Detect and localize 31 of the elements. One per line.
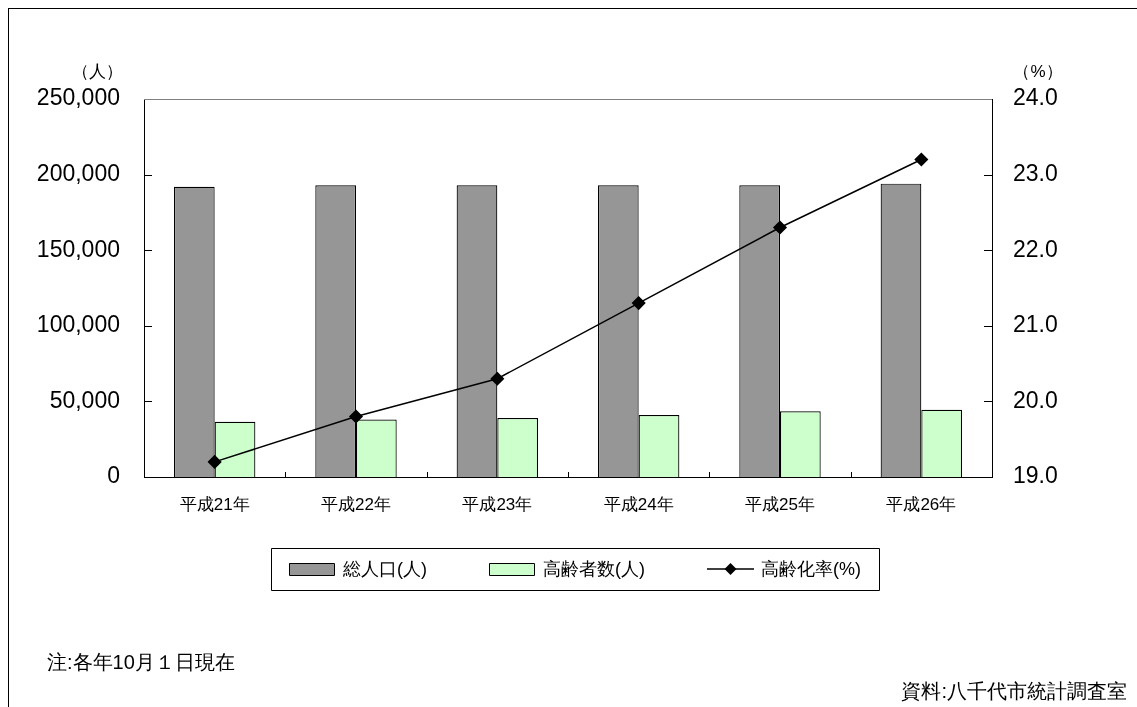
text: 資料:八千代市統計調査室	[901, 679, 1127, 702]
y2-tick-label: 24.0	[1013, 84, 1058, 111]
point	[914, 152, 929, 167]
y-tick-label: 50,000	[49, 386, 120, 413]
y2-tick-label: 20.0	[1013, 386, 1058, 413]
y2-tick-label: 21.0	[1013, 311, 1058, 338]
y2-axis-title: （%）	[1013, 61, 1063, 81]
x-tick-label: 平成26年	[886, 494, 957, 514]
legend-label: 高齢化率(%)	[760, 558, 861, 579]
point	[207, 455, 222, 469]
x-tick-label: 平成25年	[745, 494, 815, 514]
point	[349, 409, 363, 424]
x-tick-label: 平成21年	[179, 494, 250, 514]
text: 注:各年10月１日現在	[47, 650, 235, 673]
point	[773, 220, 787, 235]
y2-tick-label: 22.0	[1013, 235, 1058, 262]
point	[490, 371, 505, 386]
y-tick-label: 250,000	[36, 84, 120, 111]
x-tick-label: 平成24年	[603, 494, 674, 514]
x-tick-label: 平成22年	[321, 494, 391, 514]
y2-tick-label: 19.0	[1013, 462, 1058, 489]
y2-tick-label: 23.0	[1013, 159, 1058, 186]
y-tick-label: 0	[107, 462, 120, 489]
legend-label: 高齢者数(人)	[543, 558, 645, 579]
y-axis-title: （人）	[71, 61, 123, 81]
x-tick-label: 平成23年	[462, 494, 533, 514]
y-tick-label: 100,000	[36, 311, 120, 338]
y-tick-label: 150,000	[36, 235, 120, 262]
y-tick-label: 200,000	[36, 159, 120, 186]
point	[631, 296, 646, 310]
legend-label: 総人口(人)	[342, 558, 428, 579]
